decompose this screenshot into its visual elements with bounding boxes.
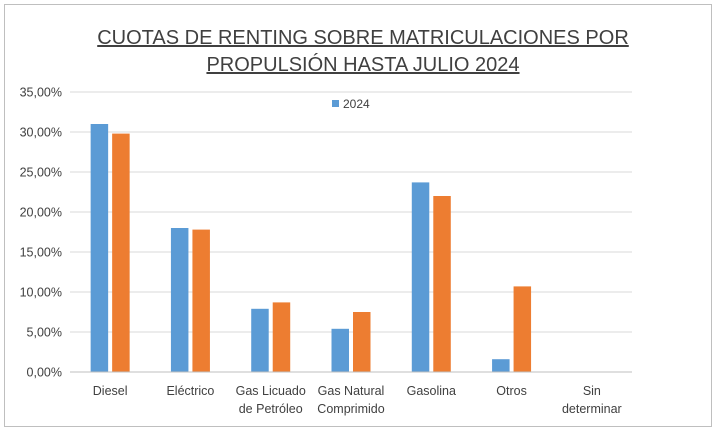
x-category-label: Comprimido xyxy=(317,402,384,416)
bar-series-1-4 xyxy=(433,196,451,372)
gridlines xyxy=(70,91,632,333)
y-tick-label: 5,00% xyxy=(27,326,62,340)
bar-series-0-5 xyxy=(492,359,510,372)
chart-title-line: PROPULSIÓN HASTA JULIO 2024 xyxy=(206,53,519,76)
bar-series-1-1 xyxy=(192,229,210,372)
x-category-label: determinar xyxy=(562,402,622,416)
x-category-label: Gas Licuado xyxy=(236,384,306,398)
x-category-label: Gas Natural xyxy=(318,384,385,398)
bar-series-1-0 xyxy=(112,133,130,372)
legend: 2024 xyxy=(332,97,370,111)
bar-series-0-3 xyxy=(331,328,349,372)
x-category-label: Gasolina xyxy=(407,384,456,398)
bar-series-0-2 xyxy=(251,308,269,372)
y-tick-label: 25,00% xyxy=(20,166,62,180)
x-category-label: Diesel xyxy=(93,384,128,398)
x-category-label: Sin xyxy=(583,384,601,398)
legend-label: 2024 xyxy=(343,97,370,111)
y-tick-label: 15,00% xyxy=(20,246,62,260)
x-axis-category-labels: Diesel Eléctrico Gas Licuado de Petróleo Gas… xyxy=(93,384,622,416)
bar-series-0-4 xyxy=(411,182,430,372)
bar-series-0-0 xyxy=(90,124,109,372)
y-axis-tick-labels: 0,00% 5,00% 10,00% 15,00% 20,00% 25,00% 30,00%… xyxy=(20,86,62,380)
y-tick-label: 0,00% xyxy=(27,366,62,380)
y-tick-label: 10,00% xyxy=(20,286,62,300)
bar-series-0-1 xyxy=(170,228,189,372)
chart-title-line: CUOTAS DE RENTING SOBRE MATRICULACIONES … xyxy=(97,27,629,49)
x-category-label: Eléctrico xyxy=(166,384,214,398)
bar-series-1-5 xyxy=(513,286,532,372)
x-category-label: Otros xyxy=(496,384,527,398)
bar-series-1-3 xyxy=(353,312,371,372)
bar-series-1-2 xyxy=(272,302,291,372)
y-tick-label: 20,00% xyxy=(20,206,62,220)
chart-title: CUOTAS DE RENTING SOBRE MATRICULACIONES … xyxy=(97,27,629,76)
y-tick-label: 30,00% xyxy=(20,126,62,140)
y-tick-label: 35,00% xyxy=(20,86,62,100)
bars xyxy=(90,124,532,372)
legend-swatch xyxy=(332,100,339,107)
x-category-label: de Petróleo xyxy=(239,402,303,416)
